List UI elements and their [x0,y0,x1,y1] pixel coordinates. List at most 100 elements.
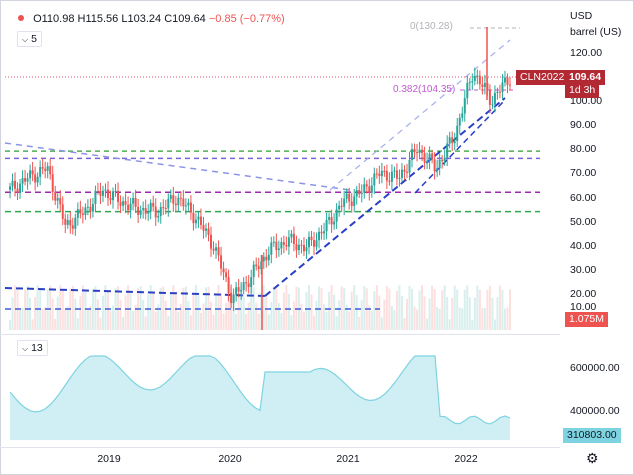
volume-bar [139,286,142,330]
candle-body [255,264,258,267]
candle-body [149,202,152,212]
candle-body [207,228,210,235]
volume-bar [272,286,275,330]
volume-bar [343,288,346,330]
volume-bar [41,308,44,330]
candle-body [179,197,182,199]
candle-body [405,171,408,173]
candle-body [428,153,431,162]
candle-body [388,180,391,182]
candle-body [222,268,225,273]
candle-body [302,244,305,252]
volume-bar [355,295,358,330]
candle-body [340,205,343,207]
volume-bar [117,286,120,330]
candle-body [473,75,476,81]
candle-body [285,244,288,247]
volume-bar [19,308,22,330]
volume-bar [194,285,197,330]
candle-body [212,248,215,251]
candle-body [325,219,328,232]
candle-body [184,205,187,207]
volume-bar [225,302,228,330]
candle-body [104,189,107,191]
candle-body [124,201,127,205]
indicator-toggle-sub[interactable]: ⌵ 13 [17,340,48,356]
candle-body [453,141,456,144]
volume-bar [338,300,341,330]
volume-bar [370,310,373,330]
volume-bar [89,306,92,330]
candle-body [320,231,323,234]
candle-body [496,91,499,93]
last-price-tag: 109.64 [565,70,606,85]
price-tick: 60.00 [570,192,597,204]
candle-body [393,170,396,172]
volume-bar [157,304,160,330]
volume-bar [468,297,471,330]
candle-body [363,184,366,193]
candle-body [275,241,278,251]
candle-body [9,186,11,190]
volume-bar [340,286,343,330]
volume-bar [162,286,165,330]
volume-bar [305,292,308,330]
pane-divider[interactable] [0,334,560,335]
candles-layer [9,27,511,330]
candle-body [21,178,24,184]
volume-bar [318,286,321,330]
volume-bar [84,290,87,330]
volume-bar [179,303,182,330]
candle-body [59,198,62,205]
candle-body [154,206,157,218]
candle-body [19,183,22,193]
volume-bar [177,312,180,330]
volume-bar [16,289,19,330]
fib-level-0-label[interactable]: 0(130.28) [410,21,453,32]
close-label: C [164,13,173,25]
candle-body [368,186,371,193]
currency-label[interactable]: USD [570,10,593,22]
candle-body [245,282,248,284]
collapse-chevron-icon[interactable]: ⌵ [22,35,29,44]
volume-bar [96,299,99,330]
candle-body [408,159,411,173]
collapse-chevron-icon[interactable]: ⌵ [22,344,29,353]
candle-body [84,207,87,216]
candle-body [26,178,29,182]
time-tick: 2020 [218,453,242,465]
gear-icon[interactable]: ⚙ [586,450,599,466]
volume-bar [257,313,260,330]
volume-bar [217,285,220,330]
volume-bar [350,291,353,330]
candle-body [506,77,509,85]
low-value: 103.24 [127,13,162,25]
volume-bar [192,294,195,330]
candle-body [106,189,109,198]
volume-bar [280,312,283,330]
candle-body [345,193,348,199]
candle-body [36,176,39,183]
candle-body [39,167,42,177]
volume-bar [187,301,190,330]
candle-body [74,217,77,229]
time-axis[interactable]: 2019 2020 2021 2022 [0,448,560,468]
candle-body [247,283,250,288]
unit-label[interactable]: barrel (US) [570,26,622,38]
volume-bar [461,308,464,330]
candle-body [282,242,285,245]
chart-canvas[interactable] [0,0,560,448]
indicator-toggle-main[interactable]: ⌵ 5 [17,31,42,47]
symbol-tag: CLN2022 [516,70,569,85]
volume-bar [300,303,303,330]
volume-bar [172,285,175,330]
volume-bar [26,285,29,330]
candle-body [152,202,155,207]
volume-bar [232,302,235,330]
volume-bar [441,290,444,330]
volume-bar [436,307,439,330]
candle-body [270,242,273,255]
price-axis[interactable]: USD barrel (US) 120.00 100.00 90.00 80.0… [560,0,632,453]
candle-body [81,213,84,216]
fib-level-0382-label[interactable]: 0.382(104.35) [393,84,456,95]
